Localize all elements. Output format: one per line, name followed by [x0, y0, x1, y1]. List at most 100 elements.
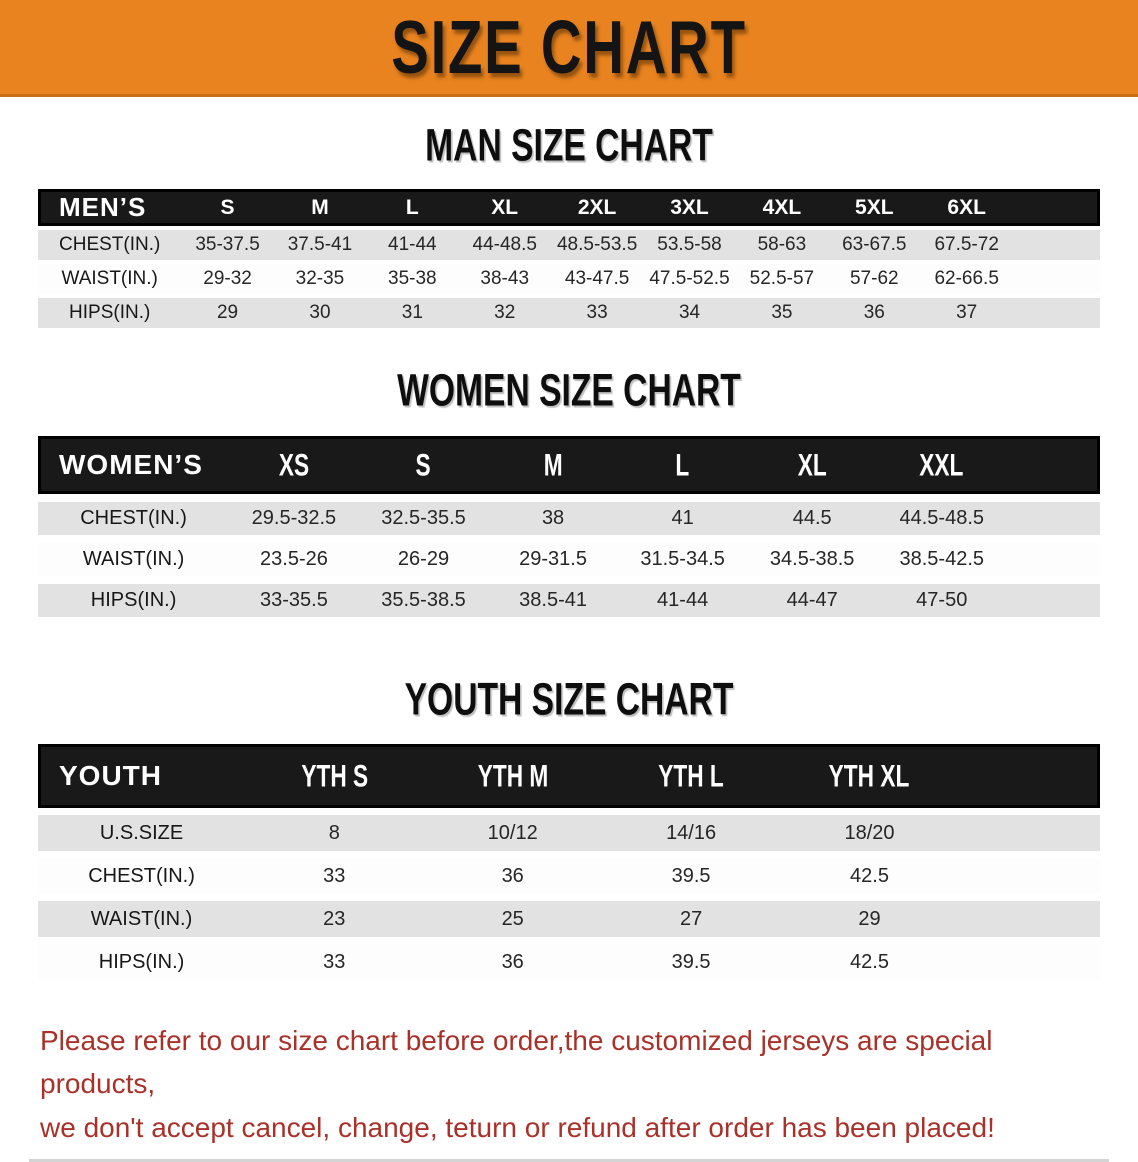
women-header-cell: L	[617, 436, 748, 494]
row-label: HIPS(IN.)	[38, 298, 182, 328]
value-cell: 33-35.5	[229, 584, 359, 617]
value-cell: 33	[245, 944, 424, 980]
row-label: U.S.SIZE	[38, 815, 246, 851]
youth-header-cell: YTH M	[423, 744, 602, 808]
value-cell: 29	[181, 298, 274, 328]
women-header-row: WOMEN’S XS S M L XL XXL	[38, 436, 1100, 494]
value-cell: 29	[780, 901, 959, 937]
value-cell: 37	[920, 298, 1013, 328]
men-header-cell: 4XL	[735, 189, 829, 226]
value-cell: 44-48.5	[458, 230, 551, 260]
value-cell: 29-32	[181, 264, 274, 294]
filler-cell	[958, 815, 1100, 851]
value-cell: 18/20	[780, 815, 959, 851]
value-cell: 42.5	[780, 858, 959, 894]
men-header-cell: 2XL	[550, 189, 644, 226]
filler-cell	[1012, 298, 1100, 328]
value-cell: 23	[245, 901, 424, 937]
order-notice: Please refer to our size chart before or…	[40, 1019, 1108, 1149]
row-label: WAIST(IN.)	[38, 901, 246, 937]
value-cell: 25	[423, 901, 602, 937]
men-chest-row: CHEST(IN.) 35-37.5 37.5-41 41-44 44-48.5…	[38, 230, 1100, 260]
value-cell: 36	[828, 298, 921, 328]
youth-ussize-row: U.S.SIZE 8 10/12 14/16 18/20	[38, 815, 1100, 851]
value-cell: 27	[601, 901, 781, 937]
row-label: CHEST(IN.)	[38, 858, 246, 894]
men-header-cell: 3XL	[643, 189, 736, 226]
value-cell: 44.5	[747, 502, 877, 535]
row-label: CHEST(IN.)	[38, 230, 182, 260]
filler-cell	[958, 944, 1100, 980]
value-cell: 38	[488, 502, 618, 535]
banner: SIZE CHART	[0, 0, 1138, 97]
youth-group-label: YOUTH	[38, 744, 246, 808]
row-label: HIPS(IN.)	[38, 584, 230, 617]
youth-chest-row: CHEST(IN.) 33 36 39.5 42.5	[38, 858, 1100, 894]
value-cell: 44.5-48.5	[876, 502, 1007, 535]
size-label: XXL	[919, 446, 964, 483]
men-header-cell: L	[366, 189, 459, 226]
men-header-cell: XL	[458, 189, 551, 226]
value-cell: 26-29	[358, 543, 489, 576]
value-cell: 62-66.5	[920, 264, 1013, 294]
women-header-cell: S	[358, 436, 489, 494]
value-cell: 43-47.5	[550, 264, 644, 294]
row-label: WAIST(IN.)	[38, 264, 182, 294]
value-cell: 63-67.5	[828, 230, 921, 260]
value-cell: 41	[617, 502, 748, 535]
women-header-cell: XXL	[876, 436, 1007, 494]
filler-cell	[1006, 584, 1100, 617]
value-cell: 32	[458, 298, 551, 328]
value-cell: 8	[245, 815, 424, 851]
men-section-title: MAN SIZE CHART	[425, 119, 713, 171]
size-label: S	[415, 446, 432, 483]
women-header-cell: XL	[747, 436, 877, 494]
value-cell: 67.5-72	[920, 230, 1013, 260]
filler-cell	[1012, 189, 1100, 226]
value-cell: 23.5-26	[229, 543, 359, 576]
row-label: WAIST(IN.)	[38, 543, 230, 576]
value-cell: 29-31.5	[488, 543, 618, 576]
value-cell: 41-44	[366, 230, 459, 260]
youth-header-cell: YTH XL	[780, 744, 959, 808]
women-section-title: WOMEN SIZE CHART	[397, 364, 741, 416]
value-cell: 32-35	[273, 264, 367, 294]
women-hips-row: HIPS(IN.) 33-35.5 35.5-38.5 38.5-41 41-4…	[38, 584, 1100, 617]
women-size-table: WOMEN’S XS S M L XL XXL CHEST(IN.) 29.5-…	[38, 428, 1100, 625]
value-cell: 38.5-42.5	[876, 543, 1007, 576]
value-cell: 47.5-52.5	[643, 264, 736, 294]
value-cell: 37.5-41	[273, 230, 367, 260]
size-label: XL	[797, 446, 827, 483]
size-label: YTH S	[300, 757, 368, 794]
notice-line-2: we don't accept cancel, change, teturn o…	[40, 1111, 995, 1143]
men-hips-row: HIPS(IN.) 29 30 31 32 33 34 35 36 37	[38, 298, 1100, 328]
youth-waist-row: WAIST(IN.) 23 25 27 29	[38, 901, 1100, 937]
filler-cell	[958, 858, 1100, 894]
value-cell: 29.5-32.5	[229, 502, 359, 535]
men-header-cell: 5XL	[828, 189, 921, 226]
value-cell: 10/12	[423, 815, 602, 851]
size-label: M	[543, 446, 563, 483]
value-cell: 38.5-41	[488, 584, 618, 617]
value-cell: 39.5	[601, 858, 781, 894]
value-cell: 39.5	[601, 944, 781, 980]
size-label: L	[675, 446, 690, 483]
men-header-cell: S	[181, 189, 274, 226]
value-cell: 32.5-35.5	[358, 502, 489, 535]
value-cell: 47-50	[876, 584, 1007, 617]
men-group-label: MEN’S	[38, 189, 182, 226]
value-cell: 42.5	[780, 944, 959, 980]
filler-cell	[1006, 436, 1100, 494]
value-cell: 35-38	[366, 264, 459, 294]
row-label: HIPS(IN.)	[38, 944, 246, 980]
filler-cell	[958, 901, 1100, 937]
value-cell: 33	[550, 298, 644, 328]
youth-header-cell: YTH L	[601, 744, 781, 808]
women-chest-row: CHEST(IN.) 29.5-32.5 32.5-35.5 38 41 44.…	[38, 502, 1100, 535]
value-cell: 36	[423, 944, 602, 980]
youth-header-cell: YTH S	[245, 744, 424, 808]
value-cell: 57-62	[828, 264, 921, 294]
value-cell: 48.5-53.5	[550, 230, 644, 260]
value-cell: 38-43	[458, 264, 551, 294]
notice-line-1: Please refer to our size chart before or…	[40, 1025, 993, 1100]
